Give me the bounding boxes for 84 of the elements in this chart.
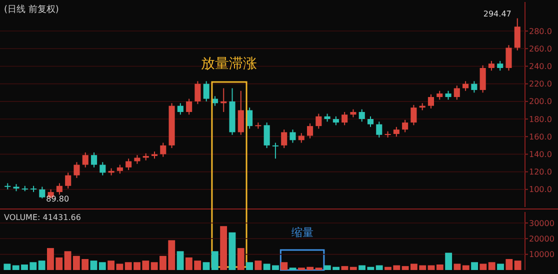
candlestick [177,102,184,116]
bar [220,226,228,270]
candlestick [393,126,400,138]
y-tick-label: 100.0 [529,185,552,194]
bar [246,262,253,270]
candlestick [126,158,132,171]
bar [202,262,210,270]
candlestick [402,119,408,133]
candlestick [514,18,520,51]
bar [254,260,262,270]
candlestick [342,111,348,126]
candlestick [488,60,494,72]
candlestick [203,80,210,102]
candlestick [454,85,460,100]
candlestick [480,64,486,94]
bar [488,262,496,270]
candlestick [281,129,288,149]
y-tick-label: 220.0 [529,80,552,89]
candlestick [410,104,417,126]
bar [228,232,236,270]
bar [497,264,504,270]
candlestick [316,113,322,130]
bar [4,264,11,270]
y-tick-label: 160.0 [529,132,552,142]
bar [454,264,461,270]
y-tick-label: 280.0 [529,26,552,36]
candlestick [90,152,98,168]
y-tick-label: 140.0 [529,150,552,160]
bar [38,260,46,270]
bar [280,262,288,270]
annotation: 89.80 [46,194,70,204]
candlestick [298,132,304,144]
candlestick [186,98,192,116]
y-tick-label: 240.0 [529,62,552,72]
y-tick-label: 120.0 [529,168,552,177]
candlestick [65,172,72,190]
y-tick-label: 260.0 [529,44,552,54]
candlestick [39,186,46,199]
candlestick [497,60,504,72]
y-tick-label: 200.0 [529,97,552,106]
candlestick [194,80,201,105]
bar [176,251,184,270]
bar [445,252,452,270]
annotation: 放量滞涨 [201,56,258,72]
bar [90,260,98,270]
bar [237,248,244,270]
bar [376,265,383,270]
y-tick-label: 180.0 [529,114,552,124]
y-tick-label: 10000 [529,250,554,260]
candlestick [471,80,478,94]
y-tick-label: 30000 [529,218,554,228]
candlestick [272,142,278,160]
candlestick [358,108,365,122]
bar [514,260,522,270]
candlestick [506,44,512,72]
candlestick [160,142,166,158]
y-tick-label: 20000 [529,234,554,244]
bar [436,264,444,270]
candlestick [100,162,106,176]
bar [341,266,348,270]
bar [98,262,106,270]
candlestick [74,162,80,178]
bar [471,262,478,270]
candlestick [290,129,296,144]
bar [64,251,72,270]
candlestick [367,116,374,128]
bar [211,251,218,270]
candlestick [376,121,382,138]
candlestick [428,94,434,109]
annotation: 294.47 [483,9,512,18]
candlestick [82,152,88,168]
chart-title: VOLUME: 41431.66 [4,213,81,222]
candlestick [462,80,469,92]
bar [480,264,487,270]
chart-title: (日线 前复权) [4,4,59,15]
bar [350,266,357,270]
bar [428,265,435,270]
candlestick [56,182,62,196]
bar [462,265,470,270]
annotation: 缩量 [291,226,314,239]
bar [506,259,513,270]
candlestick [264,122,270,149]
candlestick [306,122,314,139]
candlestick [238,90,244,136]
